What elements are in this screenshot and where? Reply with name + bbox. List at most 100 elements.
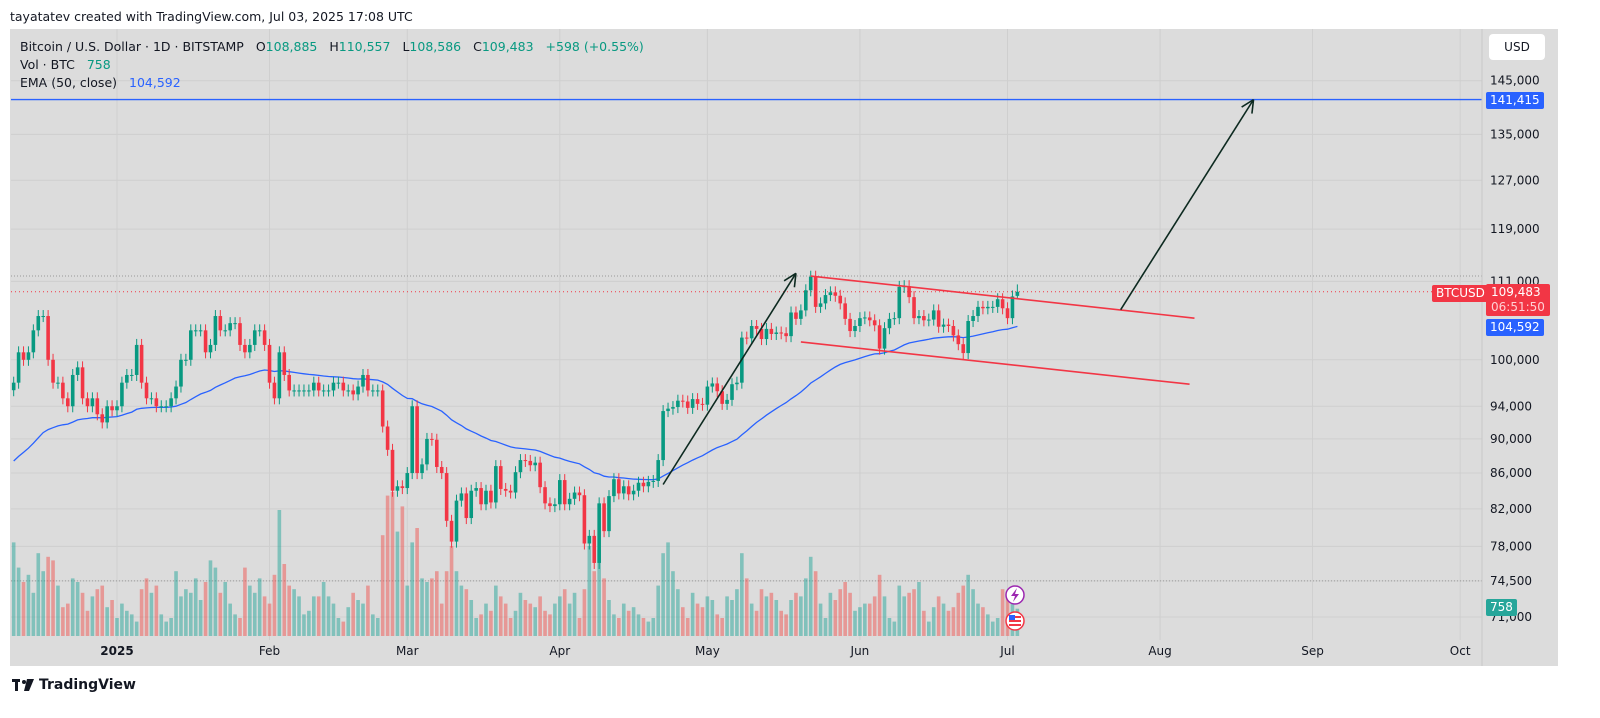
time-tick-label: Feb — [259, 644, 280, 658]
volume-bar — [681, 607, 685, 636]
candle-body — [26, 352, 31, 360]
candle-body — [858, 318, 862, 327]
candle-body — [380, 390, 385, 427]
volume-bar — [651, 618, 656, 636]
candle-body — [351, 390, 355, 395]
candle-body — [267, 344, 272, 383]
candle-body — [115, 406, 119, 411]
volume-bar — [986, 614, 990, 636]
volume-bar — [690, 592, 695, 636]
candle-body — [587, 535, 592, 544]
candle-body — [538, 462, 542, 488]
volume-bar — [297, 596, 301, 636]
candle-body — [877, 325, 882, 349]
candle-body — [435, 439, 439, 467]
volume-bar — [602, 578, 606, 636]
us-flag-icon[interactable] — [1005, 611, 1025, 631]
candle-body — [882, 328, 887, 349]
volume-bar — [115, 618, 119, 636]
candle-body — [361, 374, 365, 387]
volume-bar — [252, 592, 257, 636]
candle-body — [464, 493, 469, 519]
candle-body — [375, 390, 380, 392]
candle-body — [1005, 308, 1010, 319]
candle-body — [189, 330, 193, 360]
volume-bar — [548, 614, 552, 636]
candle-body — [838, 295, 843, 304]
candle-body — [1000, 299, 1005, 309]
volume-bar — [405, 585, 410, 636]
candle-body — [1015, 291, 1020, 296]
price-tick-label: 127,000 — [1490, 173, 1540, 187]
volume-bar — [26, 574, 31, 636]
lightning-icon[interactable] — [1005, 585, 1025, 605]
volume-bar — [120, 603, 124, 636]
volume-bar — [902, 596, 906, 636]
volume-bar — [813, 571, 818, 636]
volume-bar — [769, 592, 774, 636]
volume-bar — [897, 585, 902, 636]
volume-bar — [390, 492, 395, 636]
volume-bar — [144, 578, 149, 636]
volume-bar — [528, 603, 533, 636]
volume-bar — [208, 560, 213, 636]
candle-body — [139, 344, 144, 383]
currency-button[interactable]: USD — [1489, 34, 1545, 60]
volume-bar — [892, 621, 897, 636]
candle-body — [395, 486, 400, 491]
volume-bar — [917, 582, 921, 636]
tradingview-logo[interactable]: TradingView — [12, 677, 136, 693]
price-tick-label: 135,000 — [1490, 127, 1540, 141]
time-tick-label: Oct — [1450, 644, 1471, 658]
candle-body — [193, 330, 198, 332]
volume-bar — [139, 589, 144, 636]
volume-bar — [179, 596, 183, 636]
volume-bar — [838, 589, 843, 636]
candle-body — [951, 326, 956, 336]
volume-bar — [710, 600, 715, 636]
candle-body — [764, 328, 769, 340]
volume-bar — [51, 560, 55, 636]
volume-bar — [671, 571, 675, 636]
candle-body — [494, 466, 498, 503]
time-tick-label: Apr — [549, 644, 570, 658]
candle-body — [179, 359, 183, 387]
volume-bar — [494, 585, 498, 636]
volume-bar — [700, 607, 705, 636]
volume-bar — [380, 535, 385, 636]
chart-credit: tayatatev created with TradingView.com, … — [10, 9, 413, 24]
volume-bar — [951, 607, 956, 636]
candle-body — [582, 495, 587, 544]
volume-bar — [56, 585, 60, 636]
volume-bar — [134, 621, 139, 636]
volume-bar — [159, 614, 164, 636]
candle-body — [85, 398, 90, 407]
volume-bar — [607, 600, 611, 636]
candle-body — [66, 398, 70, 407]
candle-body — [676, 400, 680, 408]
symbol-tag: BTCUSD — [1432, 285, 1489, 302]
arrow-head-icon — [783, 272, 797, 282]
volume-row: Vol · BTC 758 — [20, 56, 644, 74]
volume-bar — [498, 596, 503, 636]
candle-body — [100, 414, 105, 423]
candle-body — [405, 473, 410, 489]
volume-bar — [695, 603, 700, 636]
time-tick-label: Jun — [850, 644, 870, 658]
volume-bar — [971, 589, 975, 636]
candle-body — [572, 492, 577, 499]
candle-body — [543, 487, 547, 504]
volume-bar — [331, 603, 336, 636]
candle-body — [341, 382, 346, 391]
volume-bar — [169, 618, 173, 636]
candle-body — [907, 286, 911, 298]
candle-body — [385, 426, 390, 450]
candle-body — [144, 382, 149, 399]
candle-body — [70, 374, 75, 407]
volume-bar — [184, 589, 188, 636]
candle-body — [198, 330, 203, 332]
volume-bar — [100, 585, 105, 636]
volume-bar — [366, 585, 370, 636]
volume-bar — [375, 618, 380, 636]
